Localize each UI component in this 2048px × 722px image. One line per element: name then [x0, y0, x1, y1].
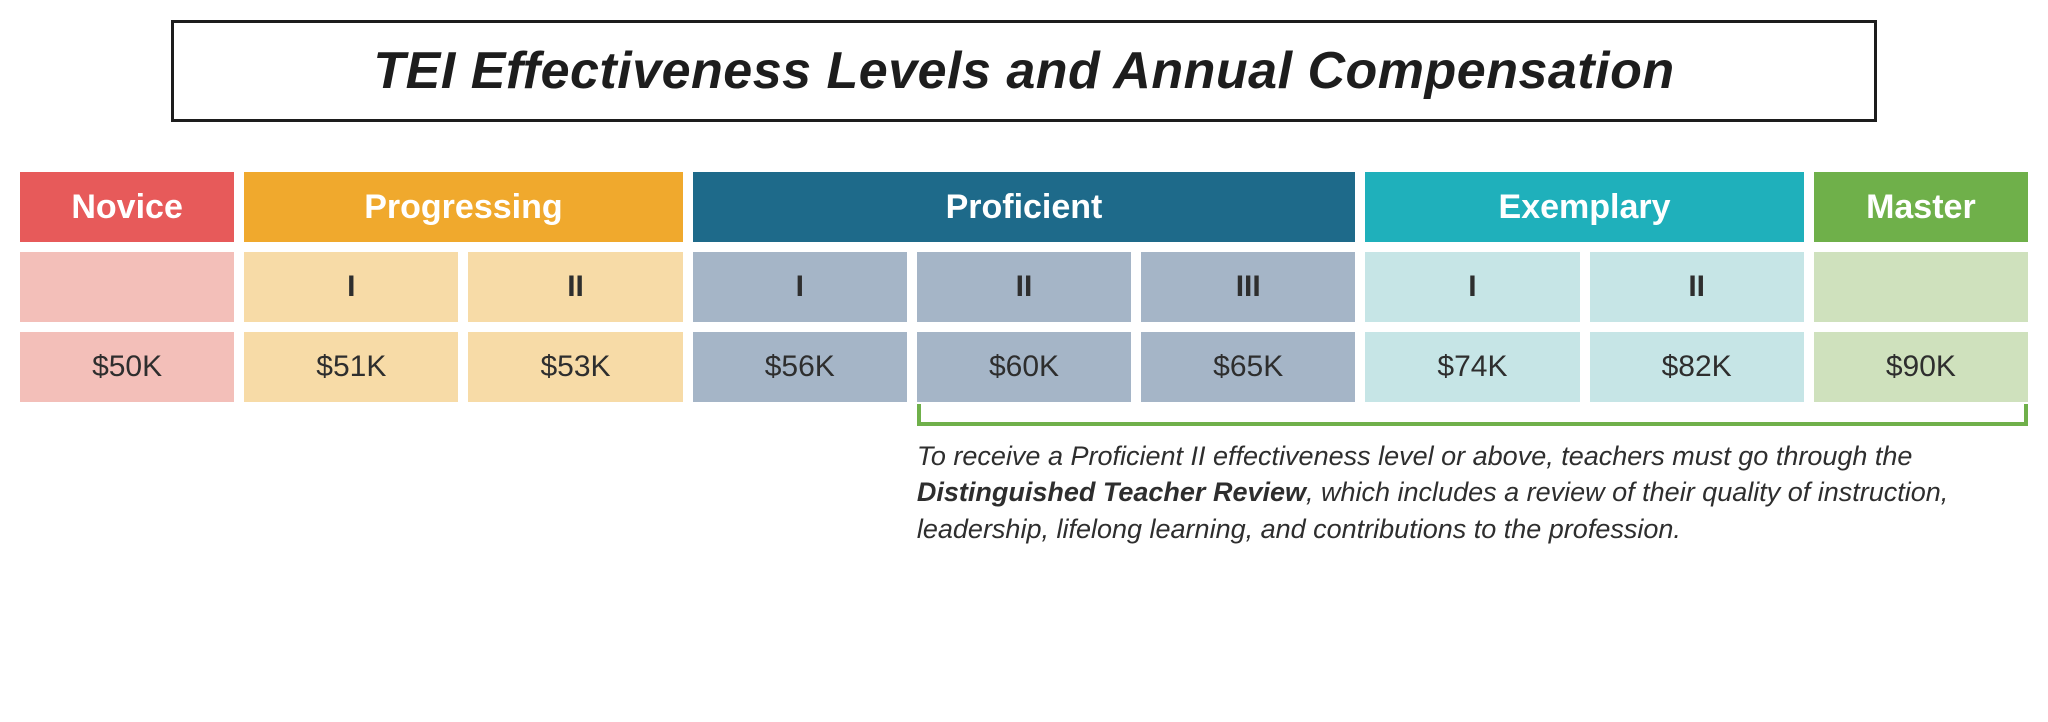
salary-cell: $74K: [1365, 332, 1579, 402]
sublevel-cell: [1814, 252, 2028, 322]
sublevel-cell: II: [468, 252, 682, 322]
footnote-text: To receive a Proficient II effectiveness…: [917, 432, 2028, 547]
salary-cell: $56K: [693, 332, 907, 402]
sublevel-cell: II: [917, 252, 1131, 322]
title-box: TEI Effectiveness Levels and Annual Comp…: [171, 20, 1878, 122]
sublevel-cell: I: [244, 252, 458, 322]
levels-table: NoviceProgressingProficientExemplaryMast…: [20, 172, 2028, 402]
level-header: Master: [1814, 172, 2028, 242]
level-header: Novice: [20, 172, 234, 242]
bracket-row: [20, 404, 2028, 432]
sublevel-cell: I: [693, 252, 907, 322]
salary-cell: $90K: [1814, 332, 2028, 402]
page-title: TEI Effectiveness Levels and Annual Comp…: [214, 41, 1835, 101]
salary-cell: $60K: [917, 332, 1131, 402]
sublevel-cell: I: [1365, 252, 1579, 322]
range-bracket: [917, 404, 2028, 426]
salary-cell: $65K: [1141, 332, 1355, 402]
sublevel-cell: III: [1141, 252, 1355, 322]
salary-cell: $53K: [468, 332, 682, 402]
level-header: Exemplary: [1365, 172, 1803, 242]
level-header: Proficient: [693, 172, 1356, 242]
sublevel-cell: II: [1590, 252, 1804, 322]
salary-cell: $51K: [244, 332, 458, 402]
salary-cell: $82K: [1590, 332, 1804, 402]
sublevel-cell: [20, 252, 234, 322]
level-header: Progressing: [244, 172, 682, 242]
footnote-row: To receive a Proficient II effectiveness…: [20, 432, 2028, 547]
salary-cell: $50K: [20, 332, 234, 402]
